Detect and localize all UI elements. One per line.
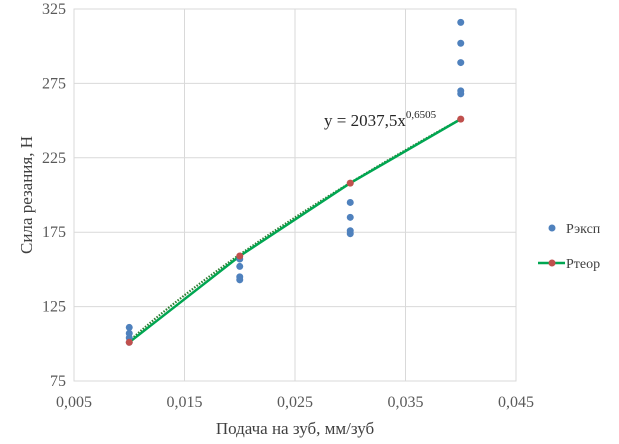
y-tick-label: 125 <box>42 299 66 316</box>
legend: Рэксп Ртеор <box>538 222 601 272</box>
x-axis-title: Подача на зуб, мм/зуб <box>216 419 374 438</box>
rexp-data-point <box>346 213 354 221</box>
legend-label-rexp: Рэксп <box>566 222 601 237</box>
tick-labels: 0,005 0,015 0,025 0,035 0,045 75 125 175 225 275 3… <box>42 1 534 411</box>
y-tick-label: 325 <box>42 1 66 18</box>
rteor-data-point <box>346 179 354 187</box>
plot-area-border <box>73 8 517 382</box>
rteor-series-line <box>128 118 462 344</box>
y-tick-label: 275 <box>42 75 66 92</box>
x-tick-label: 0,005 <box>56 394 92 411</box>
legend-label-rteor: Ртеор <box>566 257 600 272</box>
rexp-data-point <box>125 323 133 331</box>
x-tick-label: 0,045 <box>498 394 534 411</box>
rteor-data-point <box>236 252 244 260</box>
trendline-equation: y = 2037,5x0,6505 <box>324 109 437 130</box>
rexp-data-point <box>457 59 465 67</box>
x-tick-label: 0,025 <box>277 394 313 411</box>
rexp-data-point <box>457 18 465 26</box>
rexp-data-point <box>457 90 465 98</box>
rteor-data-point <box>457 115 465 123</box>
rexp-data-point <box>236 262 244 270</box>
rexp-data-point <box>236 276 244 284</box>
legend-marker-rteor <box>548 259 556 267</box>
y-tick-label: 75 <box>50 373 66 390</box>
x-tick-label: 0,015 <box>167 394 203 411</box>
y-tick-label: 175 <box>42 224 66 241</box>
x-tick-label: 0,035 <box>388 394 424 411</box>
y-tick-label: 225 <box>42 150 66 167</box>
series-layer <box>125 18 465 346</box>
rteor-data-point <box>125 338 133 346</box>
legend-marker-rexp <box>548 224 556 232</box>
trendline-equation-exponent: 0,6505 <box>406 109 437 121</box>
trendline-equation-base: y = 2037,5x <box>324 111 406 130</box>
rexp-data-point <box>346 198 354 206</box>
rexp-data-point <box>457 39 465 47</box>
y-axis-title: Сила резания, Н <box>17 136 36 254</box>
rexp-data-point <box>346 230 354 238</box>
